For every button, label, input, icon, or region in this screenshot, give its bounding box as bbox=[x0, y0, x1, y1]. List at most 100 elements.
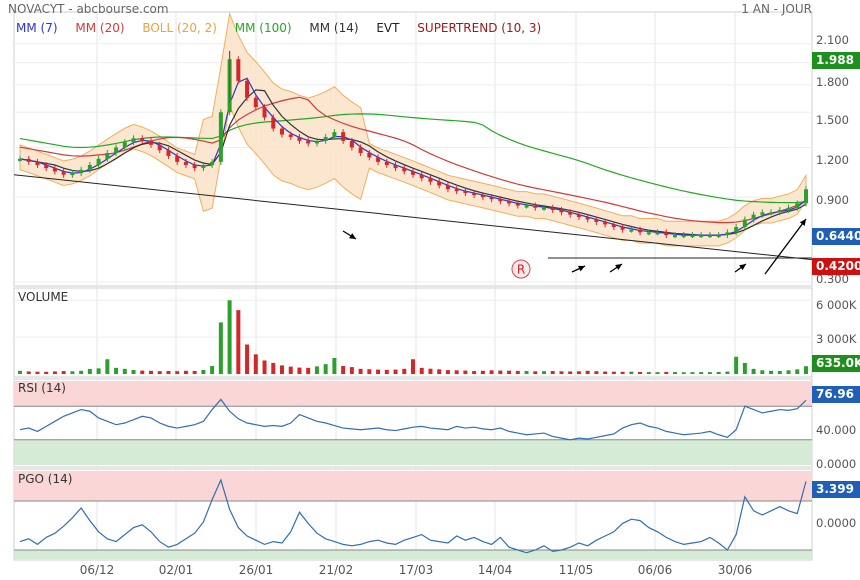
volume-bar bbox=[742, 362, 747, 374]
volume-bar bbox=[629, 371, 634, 374]
volume-bar bbox=[44, 371, 49, 374]
candle-body bbox=[777, 210, 782, 213]
volume-bar bbox=[236, 310, 241, 374]
last-price-badge: 0.6440 bbox=[812, 228, 860, 245]
candle-body bbox=[323, 137, 328, 141]
candle-body bbox=[585, 217, 590, 220]
volume-bar bbox=[332, 358, 337, 374]
legend-mm7[interactable]: MM (7) bbox=[16, 21, 58, 35]
volume-bar bbox=[26, 371, 31, 374]
candle-body bbox=[314, 140, 319, 144]
volume-tick: 3 000K bbox=[816, 332, 857, 346]
candle-body bbox=[655, 232, 660, 235]
signal-arrow-up bbox=[764, 218, 807, 275]
chart-title: NOVACYT - abcbourse.com bbox=[8, 2, 169, 16]
legend-supertrend[interactable]: SUPERTREND (10, 3) bbox=[417, 21, 542, 35]
event-marker-label: R bbox=[517, 263, 525, 277]
candle-body bbox=[140, 138, 145, 141]
volume-bar bbox=[646, 372, 651, 374]
volume-bar bbox=[175, 371, 180, 374]
rsi-line bbox=[19, 398, 807, 441]
volume-bar bbox=[358, 368, 363, 374]
candle-body bbox=[384, 161, 389, 165]
candle-body bbox=[52, 168, 57, 172]
legend-mm20[interactable]: MM (20) bbox=[75, 21, 125, 35]
candle-body bbox=[673, 235, 677, 238]
volume-bar bbox=[341, 366, 346, 374]
period-label[interactable]: 1 AN - JOUR bbox=[741, 2, 812, 16]
candle-body bbox=[131, 138, 136, 143]
candle-body bbox=[454, 189, 459, 192]
candle-body bbox=[297, 137, 302, 141]
candle-body bbox=[201, 164, 206, 169]
volume-bar bbox=[349, 367, 354, 374]
volume-bar bbox=[681, 372, 686, 374]
candle-body bbox=[70, 173, 75, 176]
volume-bar bbox=[507, 370, 512, 374]
volume-bar bbox=[725, 371, 730, 374]
candle-body bbox=[218, 112, 223, 162]
volume-bar bbox=[734, 356, 739, 374]
candle-body bbox=[507, 201, 512, 204]
volume-bar bbox=[568, 371, 573, 374]
candle-body bbox=[629, 229, 634, 232]
signal-arrow-head bbox=[349, 233, 356, 239]
candle-body bbox=[445, 185, 450, 190]
x-tick-label: 11/05 bbox=[558, 563, 594, 577]
volume-bar bbox=[498, 370, 503, 374]
volume-bar bbox=[463, 370, 468, 374]
candle-body bbox=[515, 203, 520, 206]
candle-body bbox=[576, 214, 581, 218]
volume-label: VOLUME bbox=[18, 290, 69, 304]
volume-bar bbox=[795, 369, 800, 374]
volume-bar bbox=[673, 372, 677, 374]
y-tick: 1.500 bbox=[816, 113, 849, 127]
volume-bar bbox=[550, 371, 555, 374]
volume-bar bbox=[227, 300, 232, 374]
candle-body bbox=[480, 195, 485, 198]
indicator-legend: MM (7) MM (20) BOLL (20, 2) MM (100) MM … bbox=[16, 21, 555, 35]
rsi-badge: 76.96 bbox=[812, 386, 860, 403]
candle-body bbox=[341, 132, 346, 141]
candle-body bbox=[393, 164, 398, 169]
volume-bar bbox=[769, 370, 774, 374]
candle-body bbox=[603, 221, 608, 225]
candle-body bbox=[533, 205, 538, 208]
legend-mm14[interactable]: MM (14) bbox=[309, 21, 359, 35]
candle-body bbox=[428, 178, 433, 182]
volume-bar bbox=[454, 370, 459, 374]
volume-bar bbox=[157, 371, 162, 374]
supertrend-badge: 0.4200 bbox=[812, 258, 860, 275]
volume-bar bbox=[79, 370, 84, 374]
volume-bar bbox=[210, 366, 215, 374]
pgo-badge: 3.399 bbox=[812, 481, 860, 498]
candle-body bbox=[568, 212, 573, 215]
legend-evt[interactable]: EVT bbox=[376, 21, 400, 35]
volume-bar bbox=[489, 370, 494, 374]
legend-mm100[interactable]: MM (100) bbox=[234, 21, 292, 35]
candle-body bbox=[646, 232, 651, 235]
volume-bar bbox=[445, 370, 450, 374]
rsi-overbought-zone bbox=[14, 381, 812, 407]
candle-body bbox=[35, 161, 40, 165]
pgo-lower-zone bbox=[14, 550, 812, 559]
candle-body bbox=[367, 153, 372, 158]
pgo-label: PGO (14) bbox=[18, 472, 73, 486]
volume-tick: 6 000K bbox=[816, 298, 857, 312]
candle-body bbox=[87, 164, 92, 170]
y-tick: 2.100 bbox=[816, 33, 849, 47]
volume-bar bbox=[149, 370, 153, 374]
event-marker bbox=[511, 259, 531, 279]
candle-body bbox=[707, 235, 712, 238]
candle-body bbox=[18, 158, 22, 161]
candle-body bbox=[725, 232, 730, 236]
volume-bar bbox=[131, 369, 136, 374]
y-tick: 0.300 bbox=[816, 272, 849, 286]
volume-bar bbox=[480, 370, 485, 374]
legend-boll[interactable]: BOLL (20, 2) bbox=[142, 21, 217, 35]
candle-body bbox=[245, 80, 250, 98]
signal-arrow-head bbox=[578, 265, 585, 272]
volume-bar bbox=[262, 360, 267, 374]
candle-body bbox=[332, 132, 337, 138]
candle-body bbox=[690, 235, 695, 238]
